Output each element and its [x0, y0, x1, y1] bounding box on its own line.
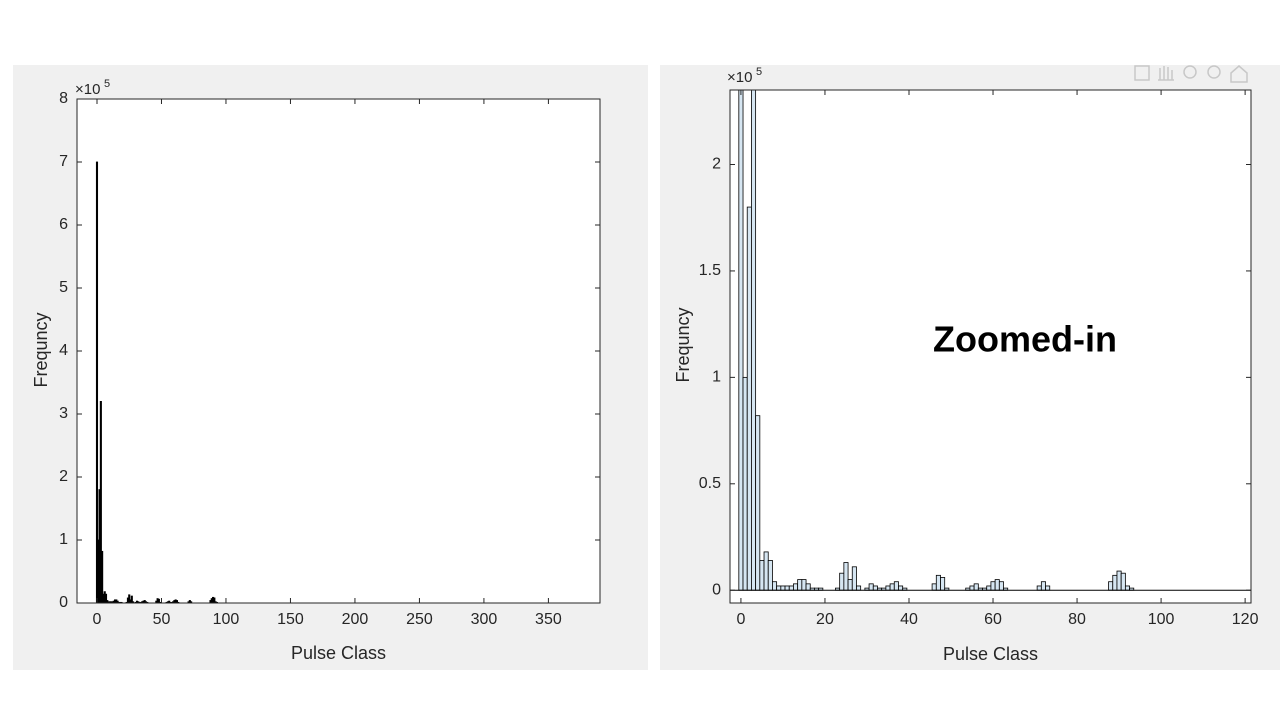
bar — [931, 583, 937, 591]
bar — [1120, 572, 1126, 591]
bars — [77, 161, 600, 603]
x-tick-label: 350 — [535, 611, 562, 628]
y-multiplier: ×10 — [727, 69, 752, 86]
bar — [898, 585, 904, 591]
x-tick-label: 100 — [1148, 611, 1175, 628]
y-tick-label: 2 — [712, 156, 721, 173]
bar — [994, 579, 1000, 591]
bar — [847, 579, 853, 591]
bar — [784, 585, 790, 591]
x-axis-label: Pulse Class — [291, 643, 386, 663]
y-tick-label: 4 — [59, 342, 68, 359]
bar — [990, 581, 996, 591]
bar — [851, 566, 857, 591]
bar — [793, 583, 799, 591]
bar — [95, 161, 99, 603]
bar — [998, 581, 1004, 591]
y-tick-label: 1 — [59, 531, 68, 548]
bars — [730, 90, 1251, 591]
bar — [856, 585, 862, 591]
bar — [772, 581, 778, 591]
y-tick-label: 3 — [59, 405, 68, 422]
y-tick-label: 8 — [59, 90, 68, 107]
bar — [889, 583, 895, 591]
bar — [868, 583, 874, 591]
x-tick-label: 40 — [900, 611, 918, 628]
bar — [1112, 574, 1118, 591]
axes-box — [729, 89, 1252, 604]
x-tick-label: 60 — [984, 611, 1002, 628]
y-tick-label: 0 — [712, 581, 721, 598]
bar — [805, 583, 811, 591]
y-tick-label: 7 — [59, 153, 68, 170]
x-tick-label: 0 — [736, 611, 745, 628]
toolbar-icon[interactable] — [1183, 65, 1197, 79]
y-tick-label: 0.5 — [699, 475, 721, 492]
toolbar-icon[interactable] — [1158, 66, 1174, 81]
y-exponent: 5 — [104, 78, 110, 90]
y-tick-label: 0 — [59, 594, 68, 611]
annotation: Zoomed-in — [933, 319, 1117, 360]
bar — [767, 560, 773, 591]
bar — [839, 572, 845, 591]
x-tick-label: 200 — [342, 611, 369, 628]
bar — [1040, 581, 1046, 591]
x-tick-label: 100 — [213, 611, 240, 628]
x-tick-label: 150 — [277, 611, 304, 628]
y-tick-label: 1.5 — [699, 262, 721, 279]
bar — [801, 579, 807, 591]
bar — [935, 574, 941, 591]
x-tick-label: 80 — [1068, 611, 1086, 628]
bar — [759, 560, 765, 591]
bar — [1036, 585, 1042, 591]
bar — [969, 585, 975, 591]
bar — [101, 550, 104, 603]
bar — [885, 585, 891, 591]
toolbar-icon[interactable] — [1230, 65, 1248, 83]
y-multiplier: ×10 — [75, 81, 100, 98]
bar — [986, 585, 992, 591]
bar — [893, 581, 899, 591]
bar — [788, 585, 794, 591]
bar — [1045, 585, 1051, 591]
bar — [1108, 581, 1114, 591]
bar — [763, 551, 769, 591]
bar — [940, 577, 946, 591]
bar — [1116, 570, 1122, 591]
toolbar[interactable] — [1134, 65, 1248, 83]
bar — [99, 400, 102, 603]
bar — [780, 585, 786, 591]
y-tick-label: 5 — [59, 279, 68, 296]
x-tick-label: 50 — [153, 611, 171, 628]
x-tick-label: 300 — [471, 611, 498, 628]
x-tick-label: 20 — [816, 611, 834, 628]
y-axis-label: Frequncy — [673, 307, 693, 382]
toolbar-icon[interactable] — [1207, 65, 1221, 79]
bar — [872, 585, 878, 591]
x-tick-label: 120 — [1232, 611, 1259, 628]
y-tick-label: 1 — [712, 369, 721, 386]
bar — [755, 415, 761, 591]
toolbar-icon[interactable] — [1134, 65, 1150, 81]
bar — [742, 376, 748, 591]
y-tick-label: 2 — [59, 468, 68, 485]
bar — [746, 206, 752, 591]
x-tick-label: 250 — [406, 611, 433, 628]
y-axis-label: Frequncy — [31, 312, 51, 387]
plot-area — [77, 99, 600, 603]
bar — [213, 597, 216, 603]
x-axis-label: Pulse Class — [943, 644, 1038, 664]
y-tick-label: 6 — [59, 216, 68, 233]
y-exponent: 5 — [756, 66, 762, 78]
x-tick-label: 0 — [93, 611, 102, 628]
bar — [843, 562, 849, 591]
bar — [130, 595, 133, 603]
bar — [1124, 585, 1130, 591]
bar — [973, 583, 979, 591]
bar — [776, 585, 782, 591]
bar — [797, 579, 803, 591]
plot-area — [730, 90, 1251, 603]
